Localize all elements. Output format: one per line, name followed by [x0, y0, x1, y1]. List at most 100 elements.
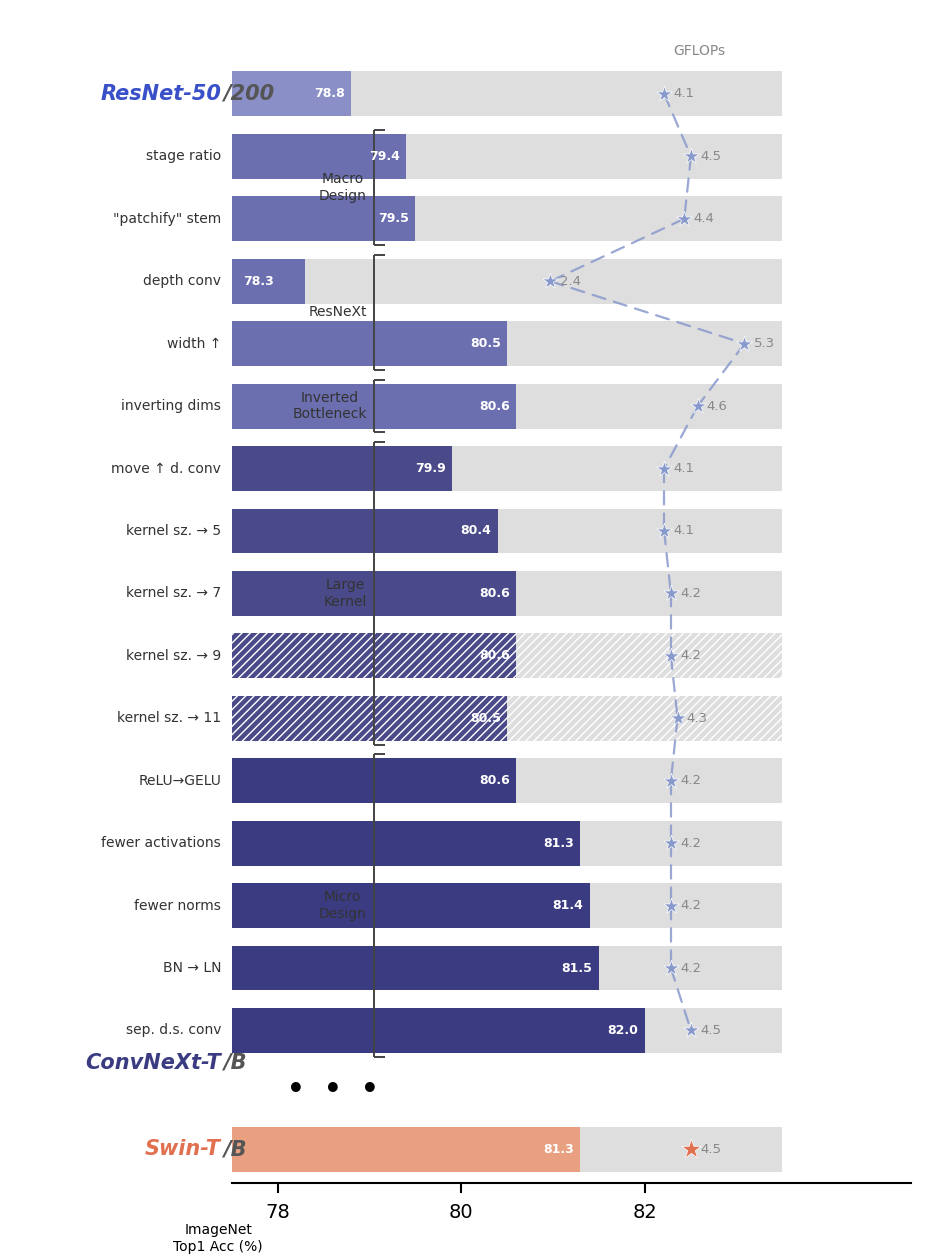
Text: 80.5: 80.5 [470, 338, 501, 350]
Point [663, 646, 678, 667]
Point [737, 334, 752, 354]
Text: 2.4: 2.4 [560, 275, 580, 287]
Bar [232, 258, 305, 304]
Bar [232, 634, 782, 678]
Text: fewer norms: fewer norms [134, 898, 221, 912]
Point [683, 1139, 698, 1159]
Bar [507, 696, 782, 741]
Text: fewer activations: fewer activations [102, 837, 221, 851]
Text: •  •  •: • • • [287, 1076, 379, 1104]
Point [676, 209, 692, 229]
Bar [232, 945, 782, 990]
Text: Swin-T: Swin-T [145, 1139, 221, 1159]
Point [656, 459, 672, 479]
Text: 4.3: 4.3 [687, 712, 708, 724]
Text: depth conv: depth conv [143, 275, 221, 289]
Bar [516, 634, 782, 678]
Text: 4.1: 4.1 [674, 524, 694, 538]
Text: width ↑: width ↑ [166, 336, 221, 350]
Bar [232, 945, 598, 990]
Bar [232, 197, 415, 241]
Point [683, 1021, 698, 1041]
Text: ConvNeXt-T: ConvNeXt-T [86, 1053, 221, 1074]
Text: 4.2: 4.2 [680, 774, 701, 788]
Point [663, 958, 678, 978]
Text: 4.2: 4.2 [680, 649, 701, 663]
Text: Large
Kernel: Large Kernel [323, 578, 367, 609]
Text: 4.1: 4.1 [674, 462, 694, 475]
Text: 81.3: 81.3 [543, 1143, 574, 1155]
Bar [232, 696, 782, 741]
Bar [232, 72, 782, 116]
Text: stage ratio: stage ratio [145, 150, 221, 164]
Bar [232, 1126, 580, 1172]
Bar [232, 258, 782, 304]
Text: "patchify" stem: "patchify" stem [113, 212, 221, 226]
Text: GFLOPs: GFLOPs [674, 44, 726, 58]
Bar [232, 820, 782, 866]
Text: 4.1: 4.1 [674, 87, 694, 101]
Bar [232, 571, 782, 616]
Point [663, 583, 678, 604]
Text: 4.2: 4.2 [680, 900, 701, 912]
Point [670, 708, 685, 728]
Bar [232, 383, 516, 428]
Text: 79.5: 79.5 [378, 212, 409, 226]
Text: kernel sz. → 5: kernel sz. → 5 [126, 524, 221, 538]
Text: 80.4: 80.4 [461, 524, 491, 538]
Text: kernel sz. → 9: kernel sz. → 9 [125, 649, 221, 663]
Text: /B: /B [223, 1053, 246, 1074]
Text: 80.6: 80.6 [479, 587, 510, 600]
Point [656, 84, 672, 105]
Text: ResNet-50: ResNet-50 [100, 84, 221, 103]
Text: 80.6: 80.6 [479, 649, 510, 663]
Bar [232, 759, 782, 803]
Text: Micro
Design: Micro Design [319, 891, 367, 921]
Text: ImageNet
Top1 Acc (%): ImageNet Top1 Acc (%) [174, 1223, 263, 1254]
Bar [232, 509, 782, 553]
Text: kernel sz. → 7: kernel sz. → 7 [126, 586, 221, 601]
Text: ResNeXt: ResNeXt [309, 305, 367, 320]
Text: 4.4: 4.4 [694, 212, 714, 226]
Text: 81.5: 81.5 [561, 961, 593, 974]
Bar [232, 883, 590, 929]
Bar [232, 509, 498, 553]
Bar [232, 72, 352, 116]
Bar [232, 134, 407, 179]
Bar [232, 446, 782, 491]
Text: ReLU→GELU: ReLU→GELU [138, 774, 221, 788]
Text: 78.8: 78.8 [314, 87, 345, 101]
Text: Inverted
Bottleneck: Inverted Bottleneck [293, 391, 367, 421]
Point [663, 896, 678, 916]
Text: 4.2: 4.2 [680, 837, 701, 849]
Bar [232, 820, 580, 866]
Point [656, 520, 672, 541]
Bar [232, 634, 516, 678]
Text: 80.6: 80.6 [479, 774, 510, 788]
Text: kernel sz. → 11: kernel sz. → 11 [117, 712, 221, 726]
Bar [232, 321, 782, 367]
Bar [232, 134, 782, 179]
Bar [232, 883, 782, 929]
Text: 78.3: 78.3 [243, 275, 274, 287]
Text: 5.3: 5.3 [753, 338, 775, 350]
Bar [232, 1008, 645, 1053]
Text: move ↑ d. conv: move ↑ d. conv [111, 461, 221, 475]
Bar [232, 696, 507, 741]
Point [683, 146, 698, 166]
Text: 82: 82 [633, 1203, 657, 1222]
Text: /B: /B [223, 1139, 246, 1159]
Text: 4.2: 4.2 [680, 587, 701, 600]
Bar [232, 759, 516, 803]
Text: 80.6: 80.6 [479, 399, 510, 412]
Text: 79.9: 79.9 [415, 462, 446, 475]
Text: 4.2: 4.2 [680, 961, 701, 974]
Text: 82.0: 82.0 [607, 1024, 638, 1037]
Text: sep. d.s. conv: sep. d.s. conv [125, 1023, 221, 1037]
Text: 4.5: 4.5 [700, 1143, 721, 1155]
Text: 79.4: 79.4 [369, 150, 400, 163]
Point [690, 396, 705, 416]
Text: 80: 80 [449, 1203, 473, 1222]
Bar [232, 321, 507, 367]
Text: Macro
Design: Macro Design [319, 173, 367, 203]
